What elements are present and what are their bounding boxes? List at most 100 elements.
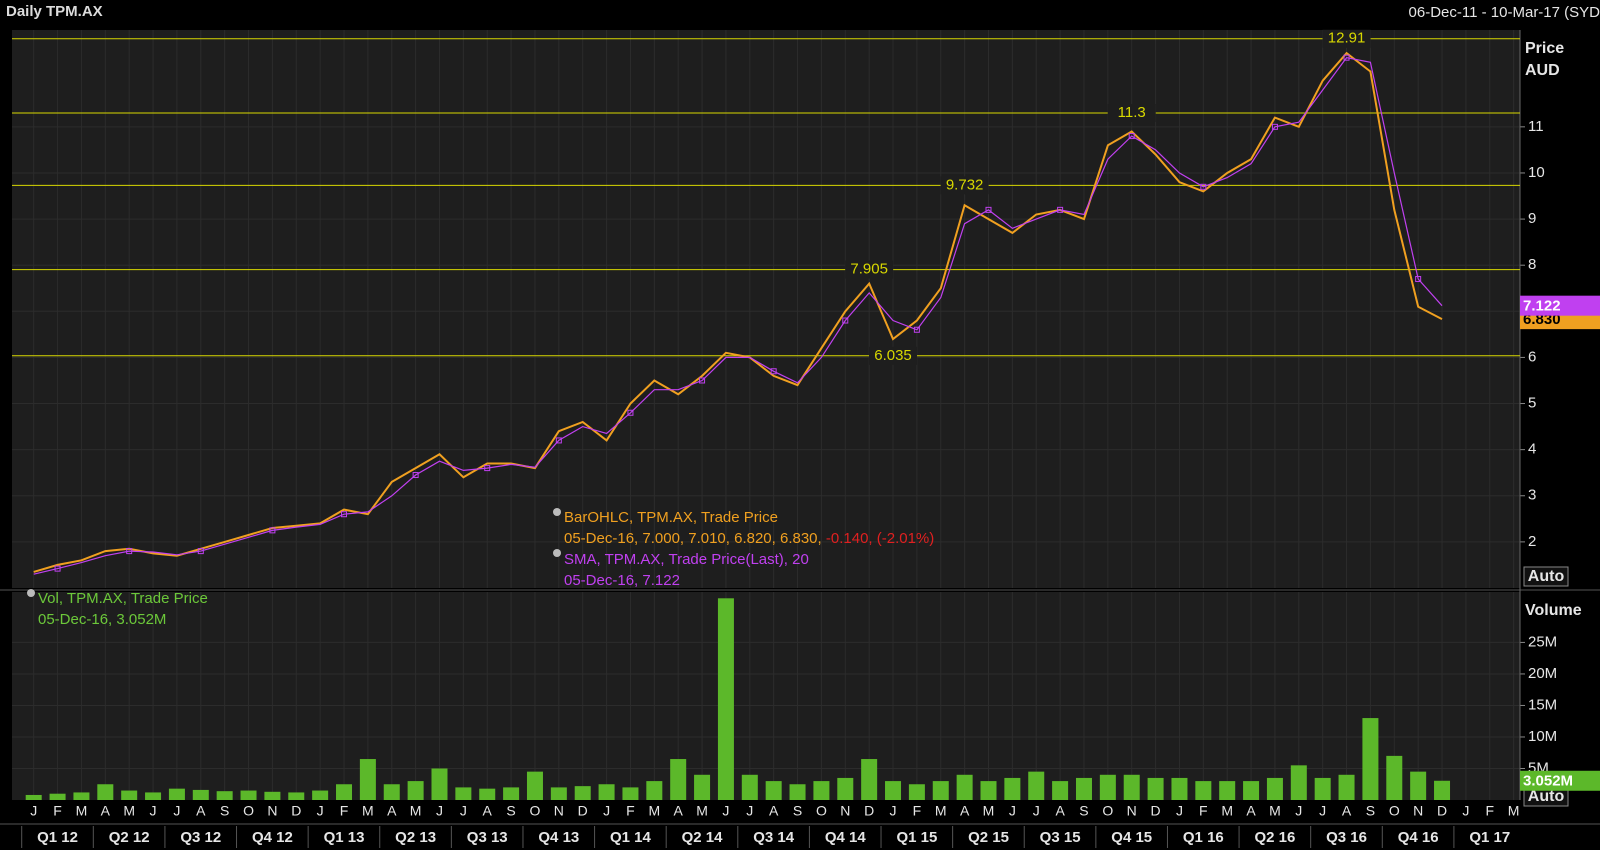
y-tick-label: 15M: [1528, 696, 1557, 713]
y-axis-label: Price: [1525, 40, 1564, 57]
volume-bar: [336, 784, 353, 800]
x-tick-label: J: [150, 803, 157, 819]
sma-marker: [627, 409, 634, 416]
y-tick-label: 25M: [1528, 633, 1557, 650]
volume-bar: [1171, 777, 1188, 800]
quarter-label: Q2 14: [682, 829, 724, 846]
quarter-label: Q3 16: [1326, 829, 1367, 846]
x-tick-label: J: [1033, 803, 1040, 819]
volume-bar: [479, 788, 496, 800]
y-axis-label: AUD: [1525, 62, 1560, 79]
volume-bar: [359, 759, 376, 800]
volume-bar: [121, 790, 138, 800]
y-tick-label: 10: [1528, 164, 1545, 181]
x-tick-label: J: [173, 803, 180, 819]
x-tick-label: F: [626, 803, 635, 819]
scale-button[interactable]: [1523, 566, 1569, 587]
legend-icon[interactable]: [553, 549, 561, 557]
volume-bar: [694, 774, 711, 800]
legend-change: -0.140, (-2.01%): [826, 530, 934, 547]
legend-entry: Vol, TPM.AX, Trade Price: [38, 590, 208, 607]
quarter-label: Q1 17: [1469, 829, 1510, 846]
x-tick-label: N: [267, 803, 277, 819]
sma-marker: [699, 377, 706, 384]
y-tick-label: 4: [1528, 441, 1536, 458]
chart-title: Daily TPM.AX: [6, 3, 103, 20]
price-line: [33, 51, 1443, 573]
volume-bar: [1147, 777, 1164, 800]
volume-bar: [837, 777, 854, 800]
scale-button-label[interactable]: Auto: [1528, 788, 1565, 805]
y-axis-label: Volume: [1525, 602, 1582, 619]
reference-label-bg: [869, 346, 918, 365]
volume-bar: [885, 781, 902, 800]
sma-marker: [54, 565, 61, 572]
x-tick-label: F: [913, 803, 922, 819]
volume-bar: [526, 771, 543, 800]
quarter-label: Q1 12: [37, 829, 78, 846]
volume-bar: [932, 781, 949, 800]
sma-marker: [412, 472, 419, 479]
x-tick-label: F: [340, 803, 349, 819]
sma-marker: [1057, 206, 1064, 213]
quarter-label: Q3 15: [1040, 829, 1081, 846]
legend-icon[interactable]: [27, 589, 35, 597]
volume-bar: [1314, 777, 1331, 800]
y-tick-label: 11: [1528, 118, 1544, 135]
legend-entry: SMA, TPM.AX, Trade Price(Last), 20: [564, 551, 809, 568]
y-tick-label: 5: [1528, 395, 1536, 412]
x-tick-label: J: [890, 803, 897, 819]
volume-bar: [550, 787, 567, 800]
sma-marker: [341, 511, 348, 518]
volume-bar: [717, 598, 734, 800]
x-tick-label: S: [1366, 803, 1375, 819]
quarter-label: Q2 15: [968, 829, 1009, 846]
y-tick-label: 20M: [1528, 665, 1557, 682]
date-range: 06-Dec-11 - 10-Mar-17 (SYD: [1409, 4, 1600, 21]
volume-bar: [1290, 765, 1307, 800]
x-tick-label: J: [436, 803, 443, 819]
x-tick-label: F: [1485, 803, 1494, 819]
quarter-label: Q2 16: [1255, 829, 1296, 846]
sma-marker: [269, 527, 276, 534]
x-tick-label: A: [483, 803, 493, 819]
y-tick-label: 9: [1528, 210, 1536, 227]
y-tick-label: 3: [1528, 487, 1536, 504]
volume-bar: [1362, 718, 1379, 800]
volume-bar: [240, 790, 257, 800]
x-tick-label: D: [291, 803, 301, 819]
x-tick-label: M: [1221, 803, 1233, 819]
volume-bar: [1075, 777, 1092, 800]
volume-bar: [73, 792, 90, 800]
x-tick-label: M: [1269, 803, 1281, 819]
volume-bar: [1052, 781, 1069, 800]
volume-panel: [12, 592, 1520, 800]
sma-marker: [1271, 123, 1278, 130]
scale-button-label[interactable]: Auto: [1528, 568, 1565, 585]
x-tick-label: O: [1102, 803, 1113, 819]
legend-icon[interactable]: [553, 508, 561, 516]
volume-bar: [1434, 780, 1451, 800]
reference-label-bg: [1107, 104, 1156, 123]
volume-bar: [288, 792, 305, 800]
volume-bar: [813, 781, 830, 800]
x-tick-label: N: [1413, 803, 1423, 819]
volume-bar: [598, 784, 615, 800]
volume-bar: [264, 791, 281, 800]
price-panel: [12, 30, 1520, 588]
sma-marker: [1200, 183, 1207, 190]
quarter-label: Q1 16: [1183, 829, 1224, 846]
volume-bar: [1219, 781, 1236, 800]
sma-marker: [1415, 276, 1422, 283]
volume-bar: [741, 774, 758, 800]
sma-marker: [842, 317, 849, 324]
legend-detail: 05-Dec-16, 7.122: [564, 572, 680, 589]
volume-bar: [861, 759, 878, 800]
sma-line: [33, 57, 1443, 575]
sma-marker: [1128, 133, 1135, 140]
reference-label-bg: [1322, 29, 1371, 48]
sma-marker: [197, 548, 204, 555]
x-tick-label: J: [1462, 803, 1469, 819]
x-tick-label: A: [769, 803, 779, 819]
sma-marker: [484, 465, 491, 472]
